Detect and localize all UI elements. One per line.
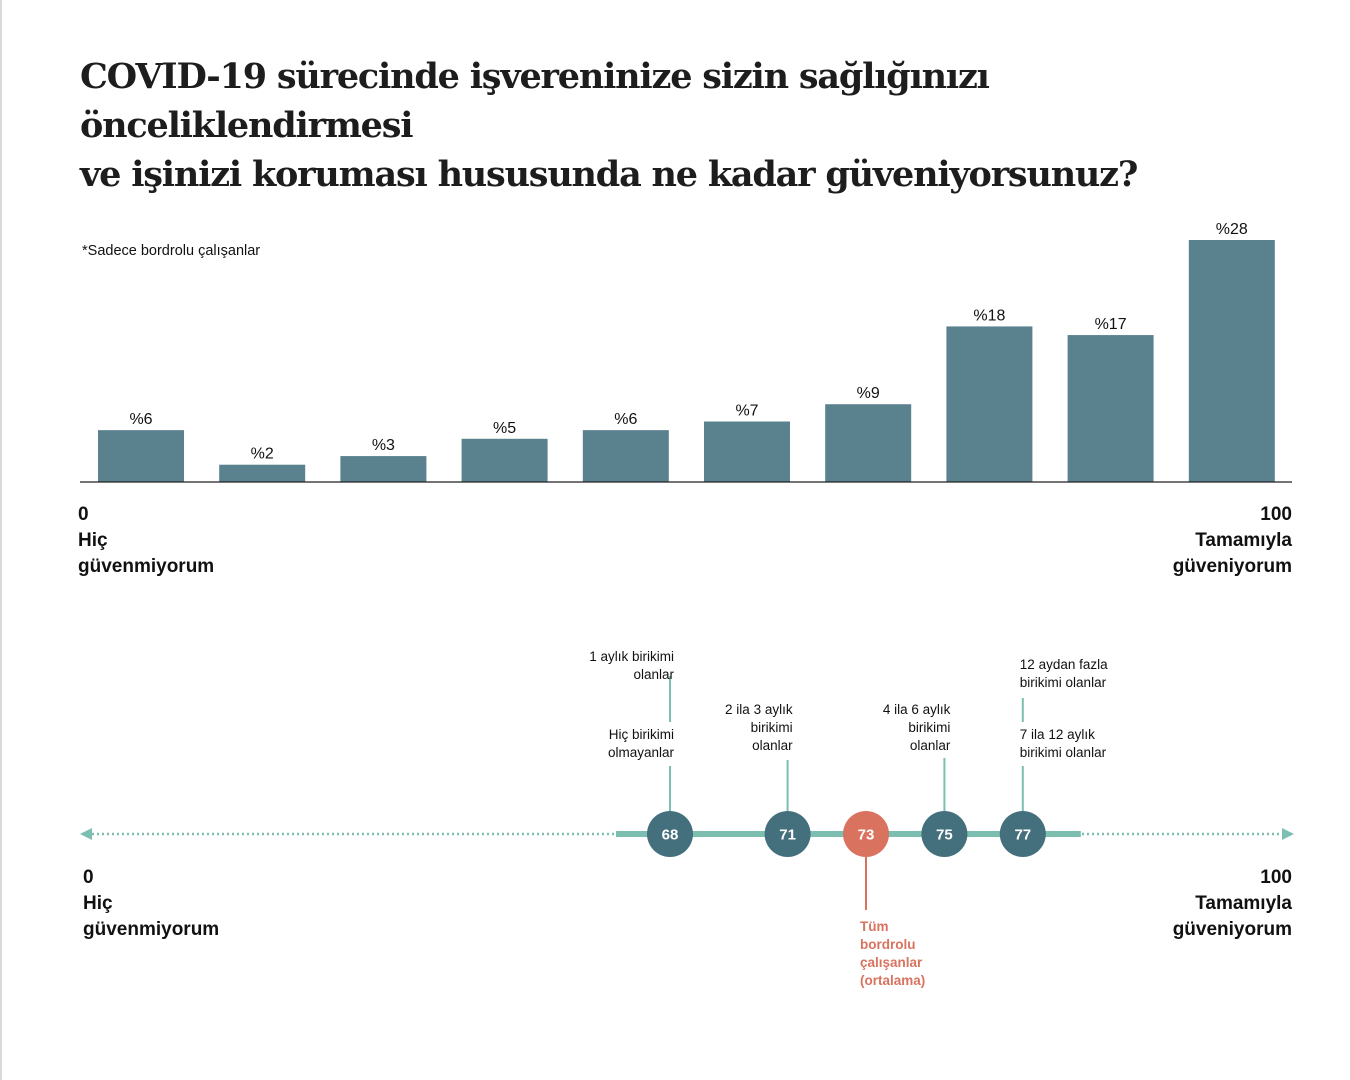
group-label-75-line1: 4 ila 6 aylık [883, 702, 951, 717]
group-label-77-line1: 7 ila 12 aylık [1020, 727, 1095, 742]
bar-1 [98, 430, 184, 482]
upper-group-label-2-line1: 12 aydan fazla [1020, 657, 1108, 672]
group-label-75-line3: olanlar [910, 738, 951, 753]
bar-axis-max-line2: güveniyorum [1173, 556, 1292, 577]
bar-label-7: %9 [857, 385, 880, 402]
scale-left-arrow-icon [80, 828, 92, 840]
bar-label-6: %7 [735, 403, 758, 420]
point-value-75: 75 [936, 827, 953, 844]
point-circle-77 [999, 811, 1046, 857]
scale-chart: Hiç birikimi olmayanlar 2 ila 3 aylık birik… [589, 649, 1108, 988]
average-label-line1: Tüm [860, 919, 889, 934]
bar-10 [1188, 240, 1275, 482]
bar-8 [946, 326, 1033, 482]
average-label-line2: bordrolu [860, 937, 916, 952]
point-value-68: 68 [662, 827, 679, 844]
point-circle-68 [647, 811, 693, 857]
group-label-68-line1: Hiç birikimi [609, 727, 674, 742]
upper-group-label-2-line2: birikimi olanlar [1020, 675, 1107, 690]
scale-axis-max-line2: güveniyorum [1173, 919, 1292, 940]
title-line-1: COVID-19 sürecinde işvereninize sizin sa… [80, 56, 990, 146]
bar-chart: %6 %2 %3 %5 %6 %7 %9 %18 %17 %28 [98, 221, 1275, 482]
bar-7 [825, 404, 912, 482]
bar-3 [340, 456, 427, 482]
page-title: COVID-19 sürecinde işvereninize sizin sa… [80, 52, 1280, 199]
bar-axis-max-line1: Tamamıyla [1195, 530, 1292, 551]
average-circle [843, 811, 889, 857]
group-label-75-line2: birikimi [908, 720, 950, 735]
bar-label-5: %6 [614, 411, 637, 428]
bar-axis-min-value: 0 [78, 504, 89, 525]
group-label-71-line1: 2 ila 3 aylık [725, 702, 793, 717]
scale-axis-max-line1: Tamamıyla [1195, 893, 1292, 914]
upper-group-label-1-line1: 1 aylık birikimi [589, 649, 674, 664]
scale-axis-min-value: 0 [83, 867, 94, 888]
bar-label-8: %18 [973, 307, 1005, 324]
scale-right-arrow-icon [1282, 828, 1294, 840]
point-value-71: 71 [779, 827, 796, 844]
bar-9 [1067, 335, 1154, 482]
group-label-71-line3: olanlar [752, 738, 793, 753]
average-label-line3: çalışanlar [860, 955, 923, 970]
upper-group-label-1-line2: olanlar [633, 667, 674, 682]
bar-label-10: %28 [1216, 221, 1248, 238]
point-circle-75 [921, 811, 968, 857]
bar-2 [219, 464, 306, 482]
group-label-68-line2: olmayanlar [608, 745, 675, 760]
bar-axis-min-line2: güvenmiyorum [78, 556, 214, 577]
bar-label-9: %17 [1095, 316, 1127, 333]
title-line-2: ve işinizi koruması hususunda ne kadar g… [80, 154, 1138, 195]
chart-note: *Sadece bordrolu çalışanlar [82, 243, 261, 259]
bar-label-3: %3 [372, 437, 395, 454]
bar-6 [704, 421, 790, 482]
scale-axis-min-line2: güvenmiyorum [83, 919, 219, 940]
point-circle-71 [764, 811, 811, 857]
average-label-line4: (ortalama) [860, 973, 925, 988]
bar-label-2: %2 [251, 446, 274, 463]
scale-axis-min-line1: Hiç [83, 893, 113, 914]
scale-axis-max-value: 100 [1260, 867, 1292, 888]
bar-5 [582, 430, 669, 482]
bar-4 [461, 438, 548, 482]
bar-axis-max-value: 100 [1260, 504, 1292, 525]
group-label-77-line2: birikimi olanlar [1020, 745, 1107, 760]
bar-label-4: %5 [493, 420, 516, 437]
point-value-77: 77 [1014, 827, 1031, 844]
group-label-71-line2: birikimi [751, 720, 793, 735]
bar-axis-min-line1: Hiç [78, 530, 108, 551]
bar-label-1: %6 [129, 411, 152, 428]
average-value: 73 [858, 827, 875, 844]
